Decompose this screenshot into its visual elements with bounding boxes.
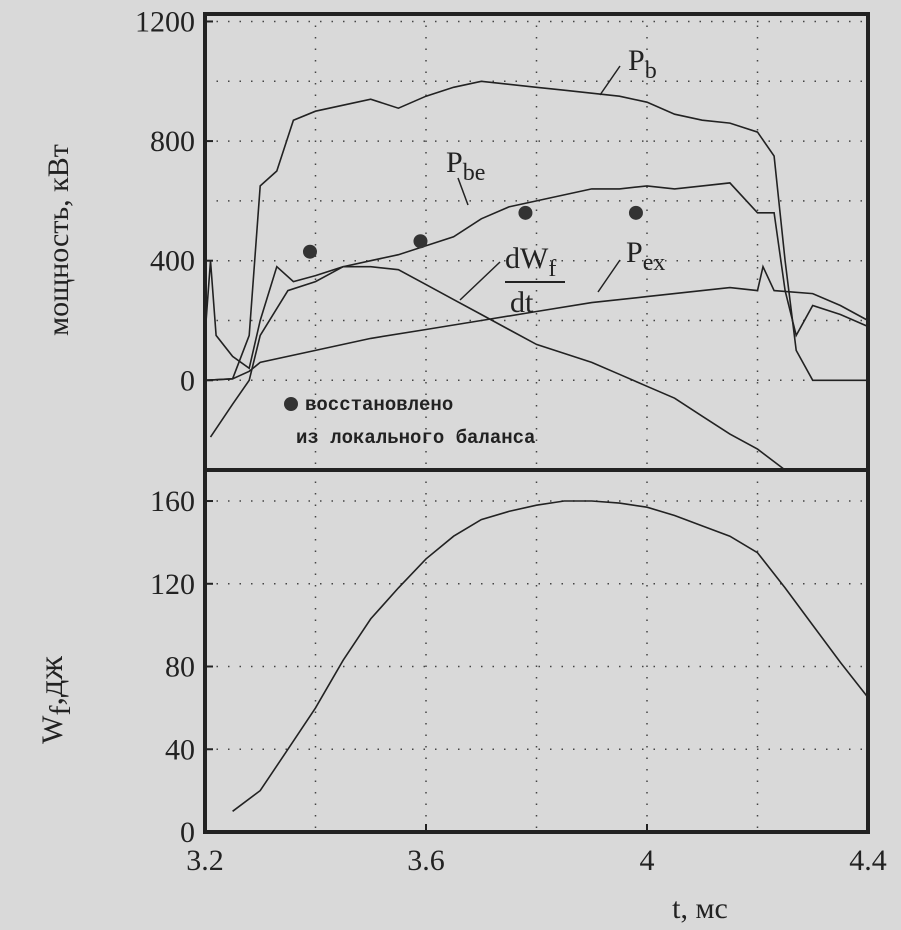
y-axis-title-main: W (36, 715, 69, 744)
series-label: Pbe (446, 146, 485, 186)
y-tick-label: 120 (150, 568, 195, 601)
data-point (302, 244, 317, 259)
line-series (209, 182, 869, 438)
x-tick-label: 4.4 (849, 844, 887, 877)
y-tick-label: 0 (180, 816, 195, 849)
x-axis-title: t, мс (672, 892, 728, 925)
label-leader (457, 177, 469, 206)
series-label-sub: b (645, 58, 657, 84)
label-leader (599, 65, 621, 96)
series-label-denominator: dt (510, 286, 534, 319)
x-tick-label: 4 (640, 844, 655, 877)
data-point (413, 234, 428, 249)
plot-frame (203, 468, 870, 834)
note: восстановлено (305, 394, 453, 416)
note-marker (284, 397, 298, 411)
y-axis-title: мощность, кВт (42, 144, 75, 336)
y-axis-title: Wf,дж (33, 656, 77, 744)
line-series (232, 500, 869, 812)
y-axis-title-sub: f (44, 705, 77, 715)
series-label-sub: be (463, 160, 486, 186)
line-series (204, 264, 869, 382)
series-label: dWf (505, 242, 556, 282)
series-label-main: P (626, 236, 643, 269)
line-series (204, 80, 868, 382)
series-label: Pex (626, 236, 665, 276)
note: из локального баланса (296, 427, 535, 449)
label-leader (597, 259, 621, 293)
series-label-main: P (446, 146, 463, 179)
y-tick-label: 1200 (135, 5, 195, 38)
series-label-sub: ex (643, 250, 666, 276)
series-label-sub: f (548, 256, 556, 282)
label-leader (459, 261, 501, 301)
data-point (628, 205, 643, 220)
series-label-main: dW (505, 242, 549, 275)
y-tick-label: 160 (150, 485, 195, 518)
y-tick-label: 80 (165, 651, 195, 684)
x-tick-label: 3.2 (186, 844, 224, 877)
y-axis-title-rest: ,дж (33, 656, 70, 706)
y-tick-label: 800 (150, 125, 195, 158)
y-tick-label: 400 (150, 245, 195, 278)
line-series (204, 260, 786, 471)
series-label: Pb (628, 44, 657, 84)
series-label-main: P (628, 44, 645, 77)
y-tick-label: 40 (165, 733, 195, 766)
x-tick-label: 3.6 (407, 844, 445, 877)
y-tick-label: 0 (180, 364, 195, 397)
data-point (518, 205, 533, 220)
